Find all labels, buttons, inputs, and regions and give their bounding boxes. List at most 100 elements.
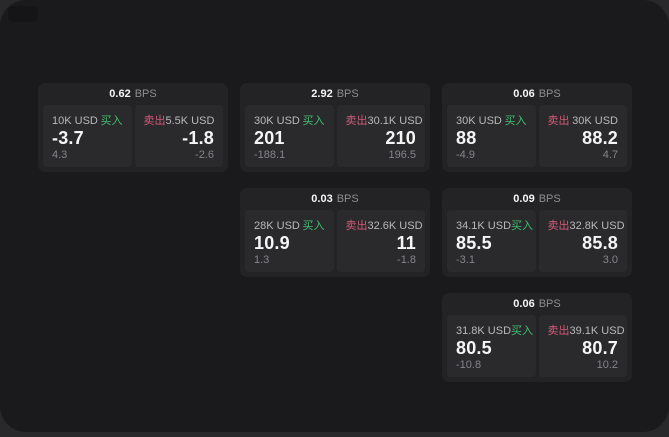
- sell-panel[interactable]: 卖出 30.1K USD 210 196.5: [336, 105, 425, 167]
- quote-panels: 30K USD 买入 88 -4.9 卖出 30K USD 88.2 4.7: [447, 105, 627, 167]
- quote-panels: 34.1K USD 买入 85.5 -3.1 卖出 32.8K USD 85.8…: [447, 210, 627, 272]
- bps-value: 0.09: [513, 193, 535, 205]
- buy-side-label: 买入: [302, 115, 325, 127]
- quote-card: 0.06 BPS 31.8K USD 买入 80.5 -10.8 卖出 39.1…: [442, 293, 632, 382]
- quote-grid: 0.62 BPS 10K USD 买入 -3.7 4.3 卖出 5.5K USD…: [38, 83, 632, 382]
- buy-amount: 34.1K USD: [456, 220, 512, 232]
- sell-delta: 196.5: [388, 148, 416, 161]
- sell-panel[interactable]: 卖出 5.5K USD -1.8 -2.6: [134, 105, 223, 167]
- buy-panel[interactable]: 34.1K USD 买入 85.5 -3.1: [447, 210, 536, 272]
- sell-amount: 39.1K USD: [569, 325, 625, 337]
- bps-value: 0.06: [513, 298, 535, 310]
- sell-panel-labels: 卖出 32.6K USD: [345, 217, 423, 233]
- buy-panel-labels: 34.1K USD 买入: [456, 217, 533, 233]
- buy-side-label: 买入: [511, 325, 534, 337]
- sell-price: 11: [396, 232, 416, 253]
- buy-panel-labels: 31.8K USD 买入: [456, 322, 533, 338]
- sell-price: 85.8: [582, 232, 618, 253]
- quote-card: 2.92 BPS 30K USD 买入 201 -188.1 卖出 30.1K …: [240, 83, 430, 172]
- bps-unit-label: BPS: [538, 193, 561, 205]
- quote-card: 0.09 BPS 34.1K USD 买入 85.5 -3.1 卖出 32.8K…: [442, 188, 632, 277]
- sell-side-label: 卖出: [547, 325, 570, 337]
- bps-unit-label: BPS: [538, 88, 561, 100]
- buy-amount: 31.8K USD: [456, 325, 512, 337]
- quote-panels: 10K USD 买入 -3.7 4.3 卖出 5.5K USD -1.8 -2.…: [43, 105, 223, 167]
- sell-delta: -1.8: [397, 253, 416, 266]
- bps-value: 0.62: [109, 88, 131, 100]
- sell-panel-labels: 卖出 39.1K USD: [547, 322, 625, 338]
- buy-side-label: 买入: [511, 220, 534, 232]
- bps-value: 2.92: [311, 88, 333, 100]
- quote-panels: 30K USD 买入 201 -188.1 卖出 30.1K USD 210 1…: [245, 105, 425, 167]
- sell-panel[interactable]: 卖出 32.6K USD 11 -1.8: [336, 210, 425, 272]
- buy-delta: 1.3: [254, 253, 270, 266]
- sell-side-label: 卖出: [143, 115, 166, 127]
- sell-side-label: 卖出: [547, 220, 570, 232]
- sell-panel[interactable]: 卖出 30K USD 88.2 4.7: [538, 105, 627, 167]
- buy-amount: 30K USD: [456, 115, 502, 127]
- buy-price: 10.9: [254, 232, 290, 253]
- sell-panel-labels: 卖出 30.1K USD: [345, 112, 423, 128]
- quote-card-header: 0.09 BPS: [447, 188, 627, 210]
- bps-unit-label: BPS: [134, 88, 157, 100]
- buy-price: 85.5: [456, 232, 492, 253]
- bps-value: 0.03: [311, 193, 333, 205]
- buy-price: 201: [254, 127, 285, 148]
- buy-panel-labels: 10K USD 买入: [52, 112, 123, 128]
- buy-price: -3.7: [52, 127, 84, 148]
- sell-amount: 30K USD: [572, 115, 618, 127]
- sell-panel-labels: 卖出 30K USD: [548, 112, 619, 128]
- sell-side-label: 卖出: [547, 115, 570, 127]
- quote-card-header: 0.03 BPS: [245, 188, 425, 210]
- quote-card-header: 2.92 BPS: [245, 83, 425, 105]
- bps-unit-label: BPS: [336, 193, 359, 205]
- buy-panel[interactable]: 30K USD 买入 201 -188.1: [245, 105, 334, 167]
- sell-delta: -2.6: [195, 148, 214, 161]
- sell-price: -1.8: [182, 127, 214, 148]
- buy-delta: -3.1: [456, 253, 475, 266]
- buy-delta: -188.1: [254, 148, 286, 161]
- buy-panel[interactable]: 31.8K USD 买入 80.5 -10.8: [447, 315, 536, 377]
- buy-side-label: 买入: [504, 115, 527, 127]
- sell-amount: 30.1K USD: [367, 115, 423, 127]
- sell-panel[interactable]: 卖出 39.1K USD 80.7 10.2: [538, 315, 627, 377]
- sell-amount: 5.5K USD: [165, 115, 215, 127]
- quote-card: 0.62 BPS 10K USD 买入 -3.7 4.3 卖出 5.5K USD…: [38, 83, 228, 172]
- bps-unit-label: BPS: [538, 298, 561, 310]
- sell-price: 210: [385, 127, 416, 148]
- quote-card-header: 0.06 BPS: [447, 293, 627, 315]
- buy-amount: 28K USD: [254, 220, 300, 232]
- quote-panels: 28K USD 买入 10.9 1.3 卖出 32.6K USD 11 -1.8: [245, 210, 425, 272]
- buy-price: 88: [456, 127, 477, 148]
- buy-panel-labels: 30K USD 买入: [254, 112, 325, 128]
- sell-price: 80.7: [582, 337, 618, 358]
- corner-accent: [8, 6, 38, 22]
- bps-unit-label: BPS: [336, 88, 359, 100]
- buy-delta: 4.3: [52, 148, 68, 161]
- sell-side-label: 卖出: [345, 115, 368, 127]
- sell-panel-labels: 卖出 5.5K USD: [144, 112, 215, 128]
- buy-panel-labels: 28K USD 买入: [254, 217, 325, 233]
- quote-card: 0.03 BPS 28K USD 买入 10.9 1.3 卖出 32.6K US…: [240, 188, 430, 277]
- buy-amount: 10K USD: [52, 115, 98, 127]
- sell-panel[interactable]: 卖出 32.8K USD 85.8 3.0: [538, 210, 627, 272]
- buy-panel[interactable]: 28K USD 买入 10.9 1.3: [245, 210, 334, 272]
- buy-delta: -10.8: [456, 358, 482, 371]
- buy-side-label: 买入: [100, 115, 123, 127]
- sell-side-label: 卖出: [345, 220, 368, 232]
- quote-panels: 31.8K USD 买入 80.5 -10.8 卖出 39.1K USD 80.…: [447, 315, 627, 377]
- quote-card: 0.06 BPS 30K USD 买入 88 -4.9 卖出 30K USD 8…: [442, 83, 632, 172]
- buy-side-label: 买入: [302, 220, 325, 232]
- buy-panel-labels: 30K USD 买入: [456, 112, 527, 128]
- sell-price: 88.2: [582, 127, 618, 148]
- sell-amount: 32.8K USD: [569, 220, 625, 232]
- buy-panel[interactable]: 30K USD 买入 88 -4.9: [447, 105, 536, 167]
- buy-panel[interactable]: 10K USD 买入 -3.7 4.3: [43, 105, 132, 167]
- buy-amount: 30K USD: [254, 115, 300, 127]
- buy-price: 80.5: [456, 337, 492, 358]
- sell-panel-labels: 卖出 32.8K USD: [547, 217, 625, 233]
- buy-delta: -4.9: [456, 148, 475, 161]
- quote-card-header: 0.62 BPS: [43, 83, 223, 105]
- sell-amount: 32.6K USD: [367, 220, 423, 232]
